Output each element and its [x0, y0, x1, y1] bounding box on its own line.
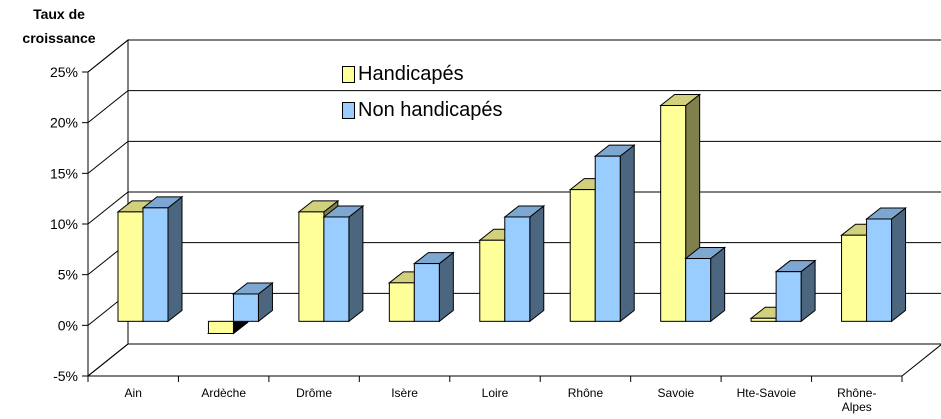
- legend-item-handicapes: Handicapés: [342, 56, 503, 92]
- bar-side: [438, 251, 454, 323]
- bar-front: [685, 258, 712, 322]
- bar-side: [710, 246, 726, 323]
- bar-front: [594, 155, 621, 322]
- bar-non-handicapes-6: [684, 246, 727, 323]
- bar-non-handicapes-8: [865, 206, 908, 323]
- y-tick-label: 25%: [50, 64, 78, 80]
- bar-front: [479, 239, 506, 322]
- legend-swatch-handicapes: [342, 65, 355, 83]
- legend-item-non-handicapes: Non handicapés: [342, 92, 503, 128]
- bar-front: [413, 263, 440, 322]
- bar-front: [660, 104, 687, 322]
- x-tick-label: Hte-Savoie: [737, 386, 797, 400]
- x-tick-label: Ardèche: [201, 386, 246, 400]
- bar-front: [388, 282, 415, 322]
- bar-front: [298, 211, 325, 322]
- x-tick-label: Isère: [391, 386, 418, 400]
- x-tick-label: Drôme: [296, 386, 332, 400]
- gridline: [87, 39, 941, 73]
- bar-front: [569, 189, 596, 322]
- y-tick-label: 20%: [50, 115, 78, 131]
- y-tick-label: 15%: [50, 165, 78, 181]
- gridline: [87, 90, 941, 124]
- bar-front: [207, 320, 234, 334]
- bar-front: [841, 234, 868, 322]
- bar-side: [619, 144, 635, 323]
- x-tick-label: Rhône: [568, 386, 604, 400]
- bar-front: [750, 317, 777, 322]
- y-tick-label: 5%: [58, 267, 78, 283]
- bar-side: [529, 204, 545, 323]
- floor: [86, 343, 941, 377]
- legend-label-non-handicapes: Non handicapés: [358, 98, 503, 121]
- gridline: [87, 343, 941, 377]
- x-tick-label: Savoie: [658, 386, 695, 400]
- y-axis-title: Taux de croissance: [22, 6, 96, 46]
- bar-non-handicapes-2: [322, 204, 365, 323]
- bar-non-handicapes-0: [141, 195, 184, 323]
- y-tick-label: -5%: [53, 368, 78, 384]
- y-tick-label: 0%: [58, 317, 78, 333]
- chart-legend: Handicapés Non handicapés: [342, 56, 503, 128]
- bar-front: [775, 271, 802, 322]
- bar-handicapes-4: [478, 228, 521, 323]
- x-tick-label: Loire: [482, 386, 509, 400]
- x-tick-label: Rhône-Alpes: [837, 386, 876, 414]
- bar-non-handicapes-1: [231, 281, 274, 323]
- bar-side: [891, 206, 907, 323]
- bar-side: [348, 204, 364, 323]
- bar-side: [167, 195, 183, 323]
- legend-label-handicapes: Handicapés: [358, 62, 464, 85]
- bar-front: [323, 216, 350, 322]
- y-tick-label: 10%: [50, 216, 78, 232]
- x-tick-label: Ain: [125, 386, 142, 400]
- legend-swatch-non-handicapes: [342, 101, 355, 119]
- bar-front: [504, 216, 531, 322]
- bar-front: [866, 218, 893, 322]
- bar-non-handicapes-5: [593, 144, 636, 323]
- bar-front: [142, 207, 169, 322]
- bar-non-handicapes-3: [412, 251, 455, 323]
- bar-front: [232, 293, 259, 322]
- bar-non-handicapes-4: [503, 204, 546, 323]
- bar-front: [117, 211, 144, 322]
- bar-non-handicapes-7: [774, 259, 817, 323]
